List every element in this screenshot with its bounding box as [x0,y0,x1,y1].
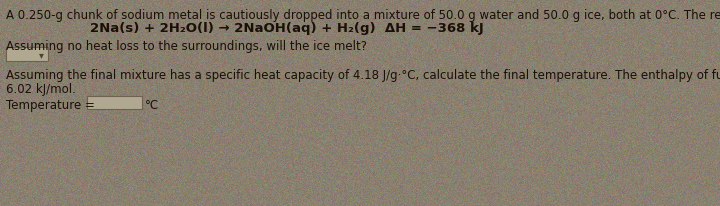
Text: 2Na(s) + 2H₂O(l) → 2NaOH(aq) + H₂(g)  ΔH = −368 kJ: 2Na(s) + 2H₂O(l) → 2NaOH(aq) + H₂(g) ΔH … [90,22,484,35]
FancyBboxPatch shape [6,48,48,62]
Text: °C: °C [145,98,159,111]
Text: Assuming the final mixture has a specific heat capacity of 4.18 J/g·°C, calculat: Assuming the final mixture has a specifi… [6,69,720,82]
Text: A 0.250-g chunk of sodium metal is cautiously dropped into a mixture of 50.0 g w: A 0.250-g chunk of sodium metal is cauti… [6,9,720,22]
Text: Temperature =: Temperature = [6,98,99,111]
Text: ▾: ▾ [39,50,44,60]
Text: 6.02 kJ/mol.: 6.02 kJ/mol. [6,83,76,96]
FancyBboxPatch shape [87,97,142,109]
Text: Assuming no heat loss to the surroundings, will the ice melt?: Assuming no heat loss to the surrounding… [6,40,367,53]
